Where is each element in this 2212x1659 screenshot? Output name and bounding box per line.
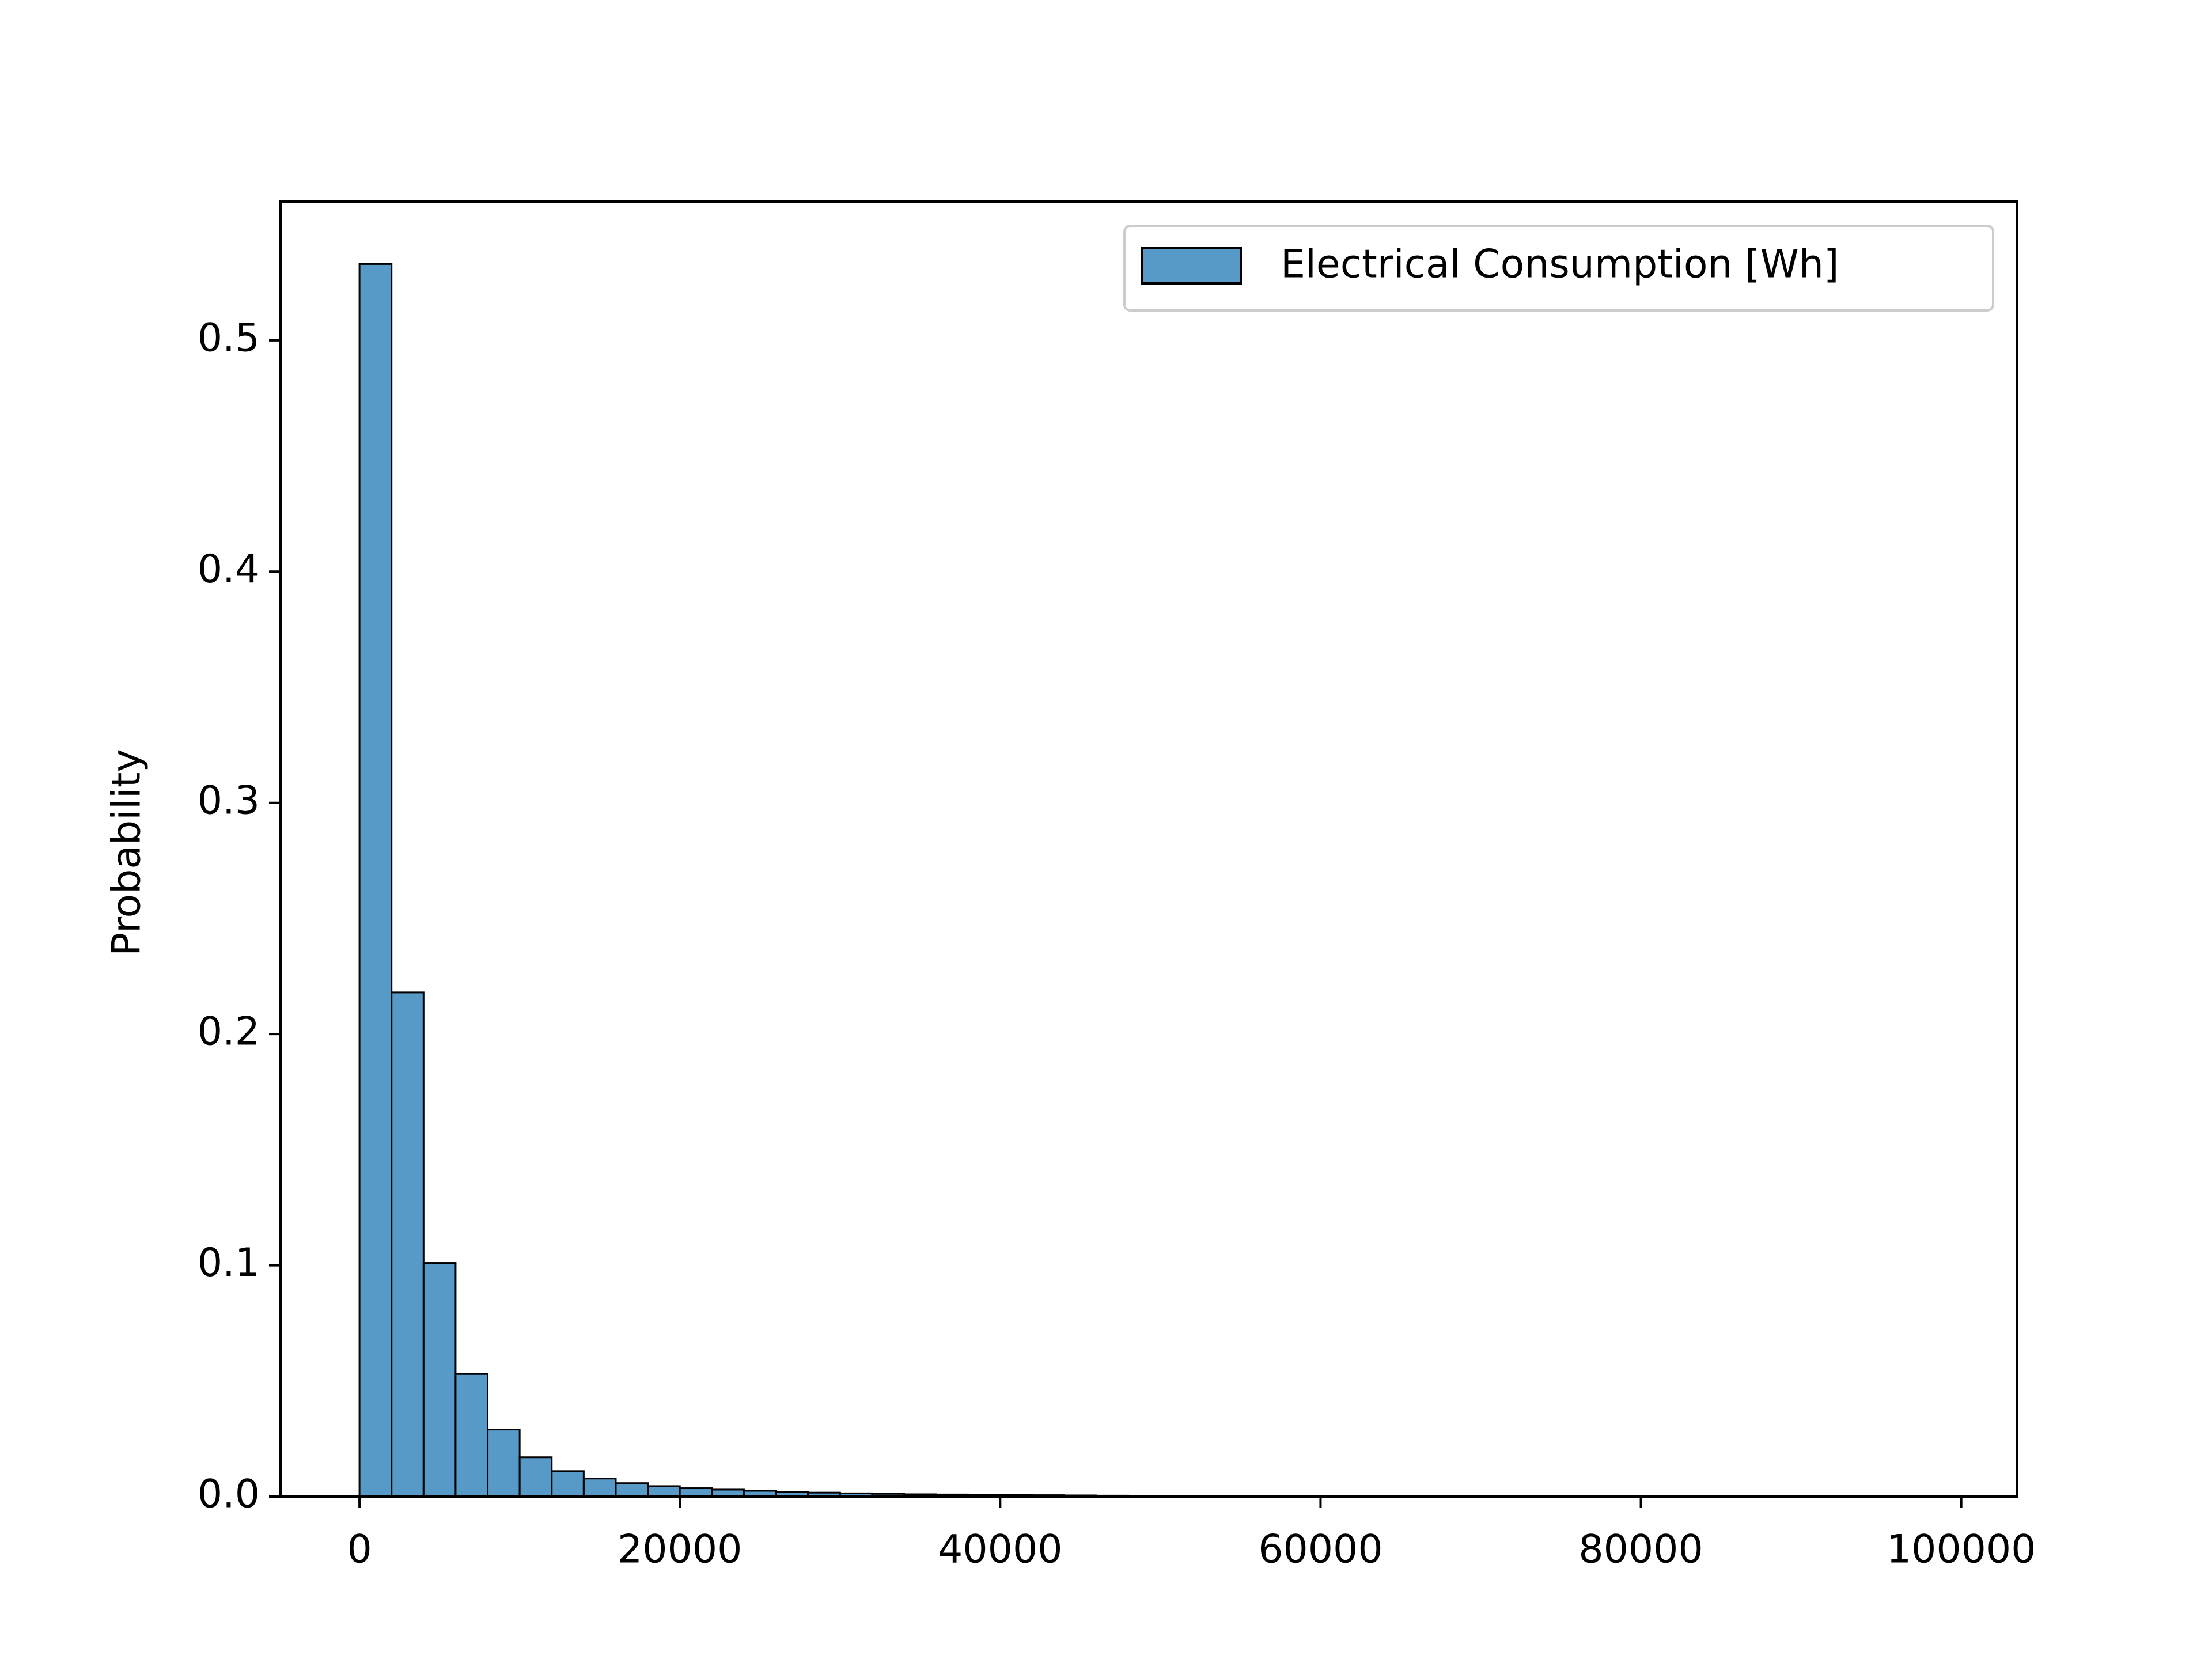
histogram-bar [615,1482,649,1498]
histogram-bar [582,1478,617,1498]
histogram-bar [454,1373,489,1498]
y-tick-label: 0.4 [198,547,260,592]
legend-label: Electrical Consumption [Wh] [1281,242,1839,287]
x-tick-label: 40000 [938,1527,1062,1573]
histogram-bar [358,263,393,1498]
y-tick-label: 0.2 [198,1009,260,1055]
x-tick-label: 20000 [618,1527,742,1573]
y-tick-label: 0.3 [198,778,260,823]
legend-box [1123,225,1994,312]
plot-frame [279,200,2018,1498]
histogram-bar [422,1262,457,1498]
histogram-bar [391,991,425,1498]
histogram-bar [518,1456,553,1498]
legend-swatch [1141,247,1242,285]
histogram-bar [487,1429,521,1498]
y-axis-label: Probability [104,749,150,956]
x-tick-label: 100000 [1887,1527,2036,1573]
y-tick-label: 0.5 [198,315,260,361]
x-tick-label: 60000 [1258,1527,1382,1573]
histogram-bar [647,1485,681,1498]
x-tick-label: 80000 [1578,1527,1703,1573]
y-tick-label: 0.0 [198,1472,260,1517]
y-tick-label: 0.1 [198,1240,260,1286]
x-tick-label: 0 [347,1527,372,1573]
histogram-bar [551,1470,585,1498]
histogram-bar [679,1487,713,1498]
